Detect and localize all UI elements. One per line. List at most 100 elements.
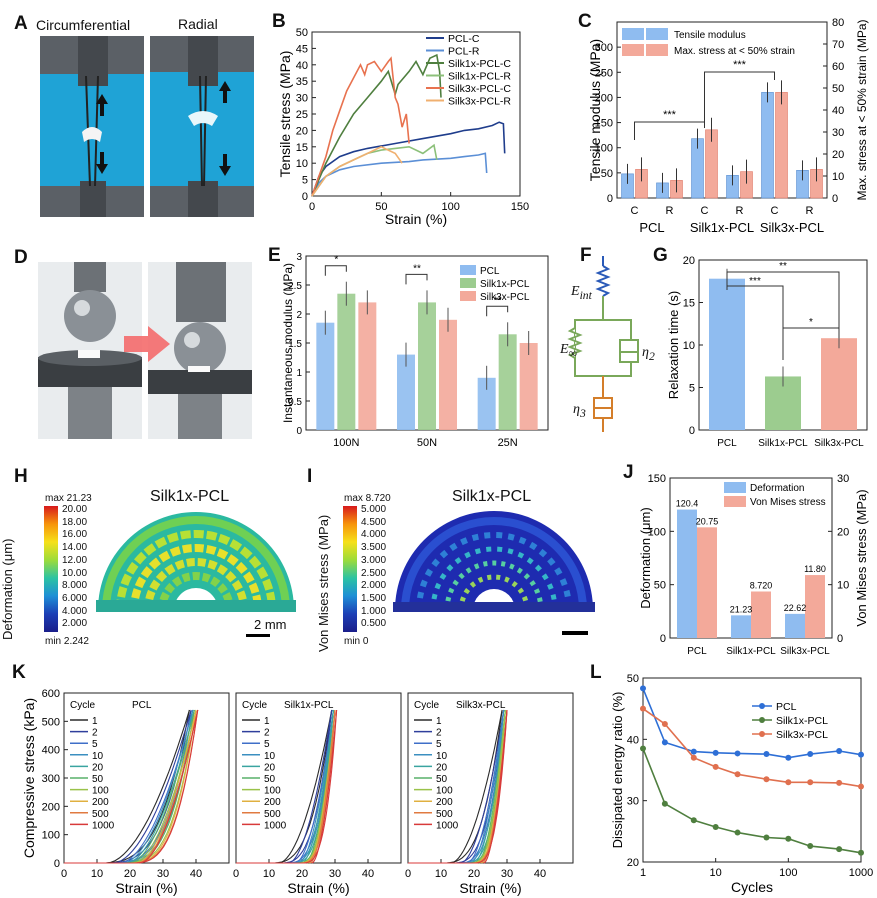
y-tick-label: 1	[296, 368, 302, 379]
legend-label: Silk1x-PCL	[480, 279, 530, 290]
legend-swatch	[622, 44, 644, 56]
legend-swatch	[460, 278, 476, 288]
data-label: 21.23	[730, 604, 753, 614]
data-point	[785, 835, 792, 842]
y-tick-label: 20	[627, 857, 639, 869]
scale-bar-i	[562, 631, 588, 635]
legend-label: 20	[264, 762, 276, 773]
panel-title: Silk3x-PCL	[456, 700, 506, 711]
x-tick-label: 30	[157, 868, 169, 880]
category-label: R	[736, 205, 744, 217]
data-point	[836, 747, 843, 754]
bar-Silk1x-PCL	[418, 302, 436, 430]
legend-label: 1000	[92, 820, 115, 831]
data-point	[858, 849, 864, 856]
data-point	[836, 779, 843, 786]
data-point	[712, 763, 719, 770]
legend-label: 1000	[264, 820, 287, 831]
legend-label: 5	[92, 739, 98, 750]
legend-label: 2	[264, 728, 270, 739]
y-tick-label: 40	[296, 60, 308, 72]
series-line-1	[642, 748, 862, 854]
y-tick-label: 15	[296, 142, 308, 154]
label-eta2: η2	[642, 345, 655, 363]
data-point	[640, 705, 646, 712]
legend-label: 2	[92, 728, 98, 739]
x-tick-label: 1	[640, 867, 646, 879]
sig-bracket	[405, 273, 428, 285]
scale-bar-h	[246, 634, 270, 637]
cycle-unload-curve	[467, 709, 505, 864]
y-tick-label: 250	[595, 67, 613, 79]
x-tick-label: 40	[534, 868, 546, 880]
bar-PCL	[709, 278, 745, 430]
panel-label-b: B	[272, 11, 286, 32]
data-point	[661, 721, 668, 727]
y-tick-label: 200	[42, 801, 60, 813]
y-axis-label: Deformation (μm)	[638, 507, 653, 608]
y-tick-label: 0.5	[288, 397, 302, 408]
cycle-unload-curve	[311, 709, 338, 864]
legend-title: Cycle	[70, 700, 95, 711]
bar-deformation	[785, 613, 805, 638]
legend-swatch	[460, 291, 476, 301]
plot-frame	[407, 692, 574, 864]
x-tick-label: 50	[375, 201, 387, 213]
fea-i-cb-ticks: 5.000 4.500 4.000 3.500 3.000 2.500 2.000 1.500…	[361, 504, 401, 634]
y-tick-label: 400	[42, 745, 60, 757]
group-label: PCL	[639, 220, 664, 235]
legend-swatch	[646, 28, 668, 40]
y-tick-label: 15	[683, 298, 695, 310]
tensile-test-photo-radial	[150, 36, 254, 217]
fea-i-cb-min: min 0	[344, 636, 369, 647]
panel-title: PCL	[132, 700, 152, 711]
sig-bracket	[704, 71, 775, 122]
y-tick-label: 10	[683, 340, 695, 352]
colorbar-tick-label: 0.500	[361, 618, 387, 630]
colorbar-tick-label: 4.000	[361, 529, 387, 541]
panel-label-f: F	[580, 245, 592, 266]
panel-a-right-title: Radial	[178, 16, 218, 32]
x-tick-label: 30	[501, 868, 513, 880]
label-eta3: η3	[573, 402, 586, 420]
legend-marker	[759, 731, 765, 737]
category-label: C	[631, 205, 639, 217]
x-tick-label: 100	[441, 201, 459, 213]
legend-label: Max. stress at < 50% strain	[674, 46, 795, 57]
data-point	[640, 685, 646, 692]
data-point	[690, 754, 697, 761]
bar-PCL	[477, 377, 496, 430]
data-point	[785, 754, 792, 761]
x-tick-label: 0	[233, 868, 239, 880]
y-tick-label: 10	[296, 158, 308, 170]
legend-title: Cycle	[242, 700, 267, 711]
data-point	[858, 751, 864, 758]
cycle-unload-curve	[129, 709, 195, 864]
sig-bracket	[634, 121, 705, 140]
legend-label: 100	[92, 786, 109, 797]
panel-label-g: G	[653, 245, 668, 266]
legend-label: 50	[92, 774, 104, 785]
data-point	[836, 846, 843, 853]
panel-label-d: D	[14, 247, 28, 268]
cycle-curve	[64, 709, 195, 864]
y-tick-label: 50	[654, 580, 666, 592]
bar-Silk3x-PCL	[821, 338, 857, 430]
scale-bar-label: 2 mm	[254, 617, 287, 632]
y-axis-label: Relaxation time (s)	[666, 291, 681, 399]
tensile-test-photo-circumferential	[40, 36, 144, 217]
y-tick-label: 40	[832, 105, 844, 117]
category-label: 25N	[498, 437, 518, 449]
legend-marker	[759, 717, 765, 723]
legend-label: 10	[436, 751, 448, 762]
colorbar-tick-label: 8.000	[62, 580, 88, 592]
legend-label: 500	[264, 809, 281, 820]
y-tick-label: 5	[689, 383, 695, 395]
fea-h-title: Silk1x-PCL	[150, 488, 230, 505]
bar-modulus	[761, 92, 774, 199]
legend-swatch	[724, 482, 746, 493]
x-tick-label: 100	[779, 867, 797, 879]
fea-h-colorbar	[44, 506, 58, 632]
plot-frame	[235, 692, 402, 864]
colorbar-tick-label: 2.000	[62, 618, 88, 630]
